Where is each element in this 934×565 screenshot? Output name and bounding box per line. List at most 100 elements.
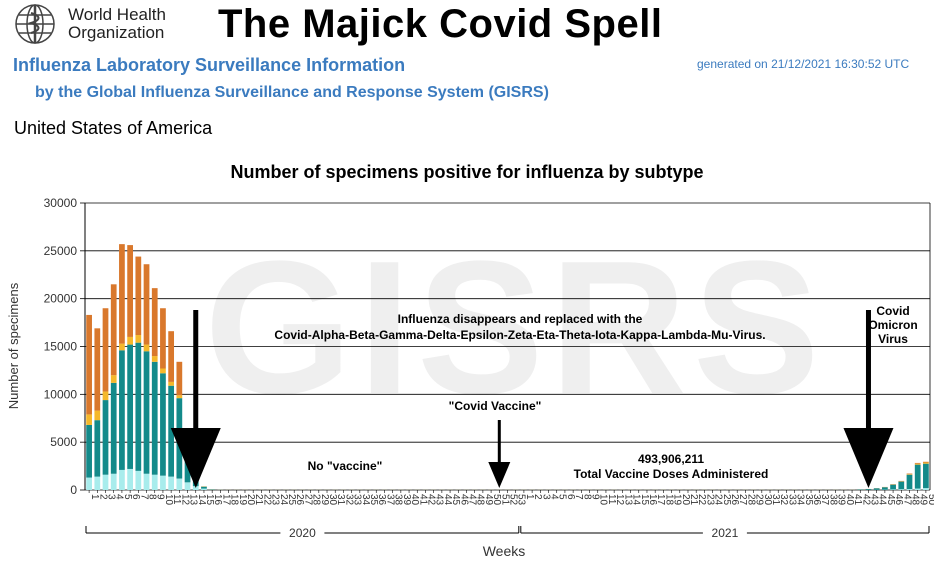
bar-segment [192,486,199,490]
bar-segment [110,375,117,383]
x-tick-label: 37 [384,494,395,506]
x-tick-label: 45 [450,494,461,506]
who-logo [15,4,55,44]
x-tick-label: 1 [524,494,535,500]
x-tick-label: 25 [721,494,732,506]
bar-segment [143,344,150,352]
x-tick-label: 6 [565,494,576,500]
bar-segment [143,351,150,474]
bar-segment [151,288,158,357]
bar-segment [127,468,133,490]
x-tick-label: 49 [483,494,494,506]
bar-segment [906,474,913,490]
x-tick-label: 5 [557,494,568,500]
x-tick-label: 28 [745,494,756,506]
x-tick-label: 36 [811,494,822,506]
y-tick-label: 20000 [44,292,78,306]
x-tick-label: 18 [229,494,240,506]
chart-title: Number of specimens positive for influen… [230,162,704,182]
x-tick-label: 30 [327,494,338,506]
x-tick-label: 26 [729,494,740,506]
x-tick-label: 50 [926,494,934,506]
bar-segment [102,474,109,490]
annotation-text: Omicron [868,318,917,332]
y-tick-label: 0 [70,483,77,497]
bar-segment [201,486,207,489]
bar-segment [160,308,166,369]
bar-segment [127,344,133,469]
x-tick-label: 31 [335,494,346,506]
x-tick-label: 29 [319,494,330,506]
bar-segment [119,343,125,351]
x-tick-label: 3 [106,494,117,500]
x-tick-label: 21 [253,494,264,506]
bar-segment [890,489,896,490]
generated-timestamp: generated on 21/12/2021 16:30:52 UTC [697,57,910,71]
x-tick-label: 34 [795,494,806,506]
x-tick-label: 52 [508,494,519,506]
x-tick-label: 28 [311,494,322,506]
x-tick-label: 22 [696,494,707,506]
bar-segment [86,477,92,490]
bar-segment [914,462,921,464]
x-tick-label: 7 [573,494,584,500]
bar-segment [94,410,101,421]
x-tick-label: 51 [499,494,510,506]
annotation-text: 493,906,211 [638,452,704,466]
annotation-text: Total Vaccine Doses Administered [574,467,769,481]
bar-segment [201,488,207,490]
bar-segment [882,487,888,490]
annotation-text: No "vaccine" [308,459,383,473]
x-tick-label: 35 [803,494,814,506]
x-tick-label: 50 [491,494,502,506]
x-tick-label: 25 [286,494,297,506]
bar-segment [86,314,92,415]
bar-segment [184,482,191,490]
bar-segment [923,463,929,489]
bar-segment [135,256,142,336]
arrow-shaft [865,310,871,430]
x-axis-label: Weeks [483,543,526,559]
x-tick-label: 19 [672,494,683,506]
bar-segment [135,342,142,471]
x-tick-label: 11 [606,494,617,505]
x-tick-label: 40 [409,494,420,506]
x-tick-label: 27 [302,494,313,506]
x-tick-label: 42 [860,494,871,506]
bar-segment [923,488,929,490]
bar-segment [176,478,183,490]
y-tick-label: 30000 [44,196,78,210]
bar-segment [890,484,896,490]
bar-segment [898,489,905,490]
x-tick-label: 2 [97,494,108,500]
bar-segment [160,373,166,476]
x-tick-label: 12 [179,494,190,506]
y-tick-label: 10000 [44,387,78,401]
x-tick-label: 47 [466,494,477,506]
bar-segment [168,381,175,386]
country-name: United States of America [14,118,213,138]
annotation-text: Influenza disappears and replaced with t… [398,312,643,326]
bar-segment [94,476,101,490]
x-tick-label: 44 [442,494,453,506]
bar-segment [168,476,175,490]
bar-segment [110,382,117,474]
x-tick-label: 16 [647,494,658,506]
x-tick-label: 17 [220,494,231,506]
x-tick-label: 7 [138,494,149,500]
x-tick-label: 41 [852,494,863,506]
bar-segment [127,245,133,337]
x-tick-label: 10 [598,494,609,506]
y-tick-label: 25000 [44,244,78,258]
bar-segment [94,420,101,477]
bar-segment [94,328,101,411]
x-tick-label: 21 [688,494,699,506]
x-tick-label: 1 [89,494,100,500]
x-tick-label: 8 [147,494,158,500]
x-tick-label: 11 [171,494,182,505]
bar-segment [102,391,109,401]
arrow-shaft [193,310,199,430]
y-tick-label: 5000 [50,435,77,449]
x-tick-label: 38 [827,494,838,506]
